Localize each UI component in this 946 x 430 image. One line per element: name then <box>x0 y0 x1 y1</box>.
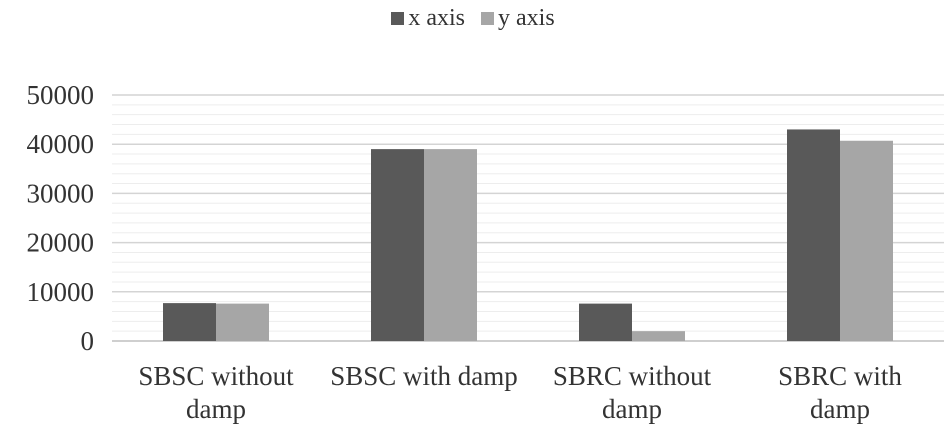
x-tick-label: damp <box>810 394 870 424</box>
x-tick-label: SBSC without <box>138 361 294 391</box>
x-tick-label: damp <box>602 394 662 424</box>
x-tick-label: damp <box>186 394 246 424</box>
bar-x-axis-3 <box>787 129 840 341</box>
bar-x-axis-1 <box>371 149 424 341</box>
y-tick-label: 40000 <box>27 129 95 159</box>
legend-label-y-axis: y axis <box>498 5 555 31</box>
legend-item-x-axis: x axis <box>391 4 465 32</box>
bar-x-axis-2 <box>579 303 632 341</box>
bar-y-axis-2 <box>632 331 685 341</box>
y-tick-label: 0 <box>81 326 95 356</box>
y-tick-label: 10000 <box>27 277 95 307</box>
x-tick-label: SBRC with <box>778 361 902 391</box>
x-tick-label: SBSC with damp <box>330 361 518 391</box>
bar-y-axis-1 <box>424 149 477 341</box>
bar-y-axis-3 <box>840 140 893 341</box>
bar-y-axis-0 <box>216 303 269 341</box>
legend: x axis y axis <box>0 4 946 32</box>
x-tick-label: SBRC without <box>553 361 712 391</box>
y-tick-label: 50000 <box>27 80 95 110</box>
y-tick-label: 20000 <box>27 228 95 258</box>
legend-item-y-axis: y axis <box>481 4 555 32</box>
legend-label-x-axis: x axis <box>408 5 465 31</box>
legend-swatch-y-axis <box>481 11 494 25</box>
y-tick-label: 30000 <box>27 178 95 208</box>
bar-x-axis-0 <box>163 303 216 341</box>
legend-swatch-x-axis <box>391 11 405 25</box>
